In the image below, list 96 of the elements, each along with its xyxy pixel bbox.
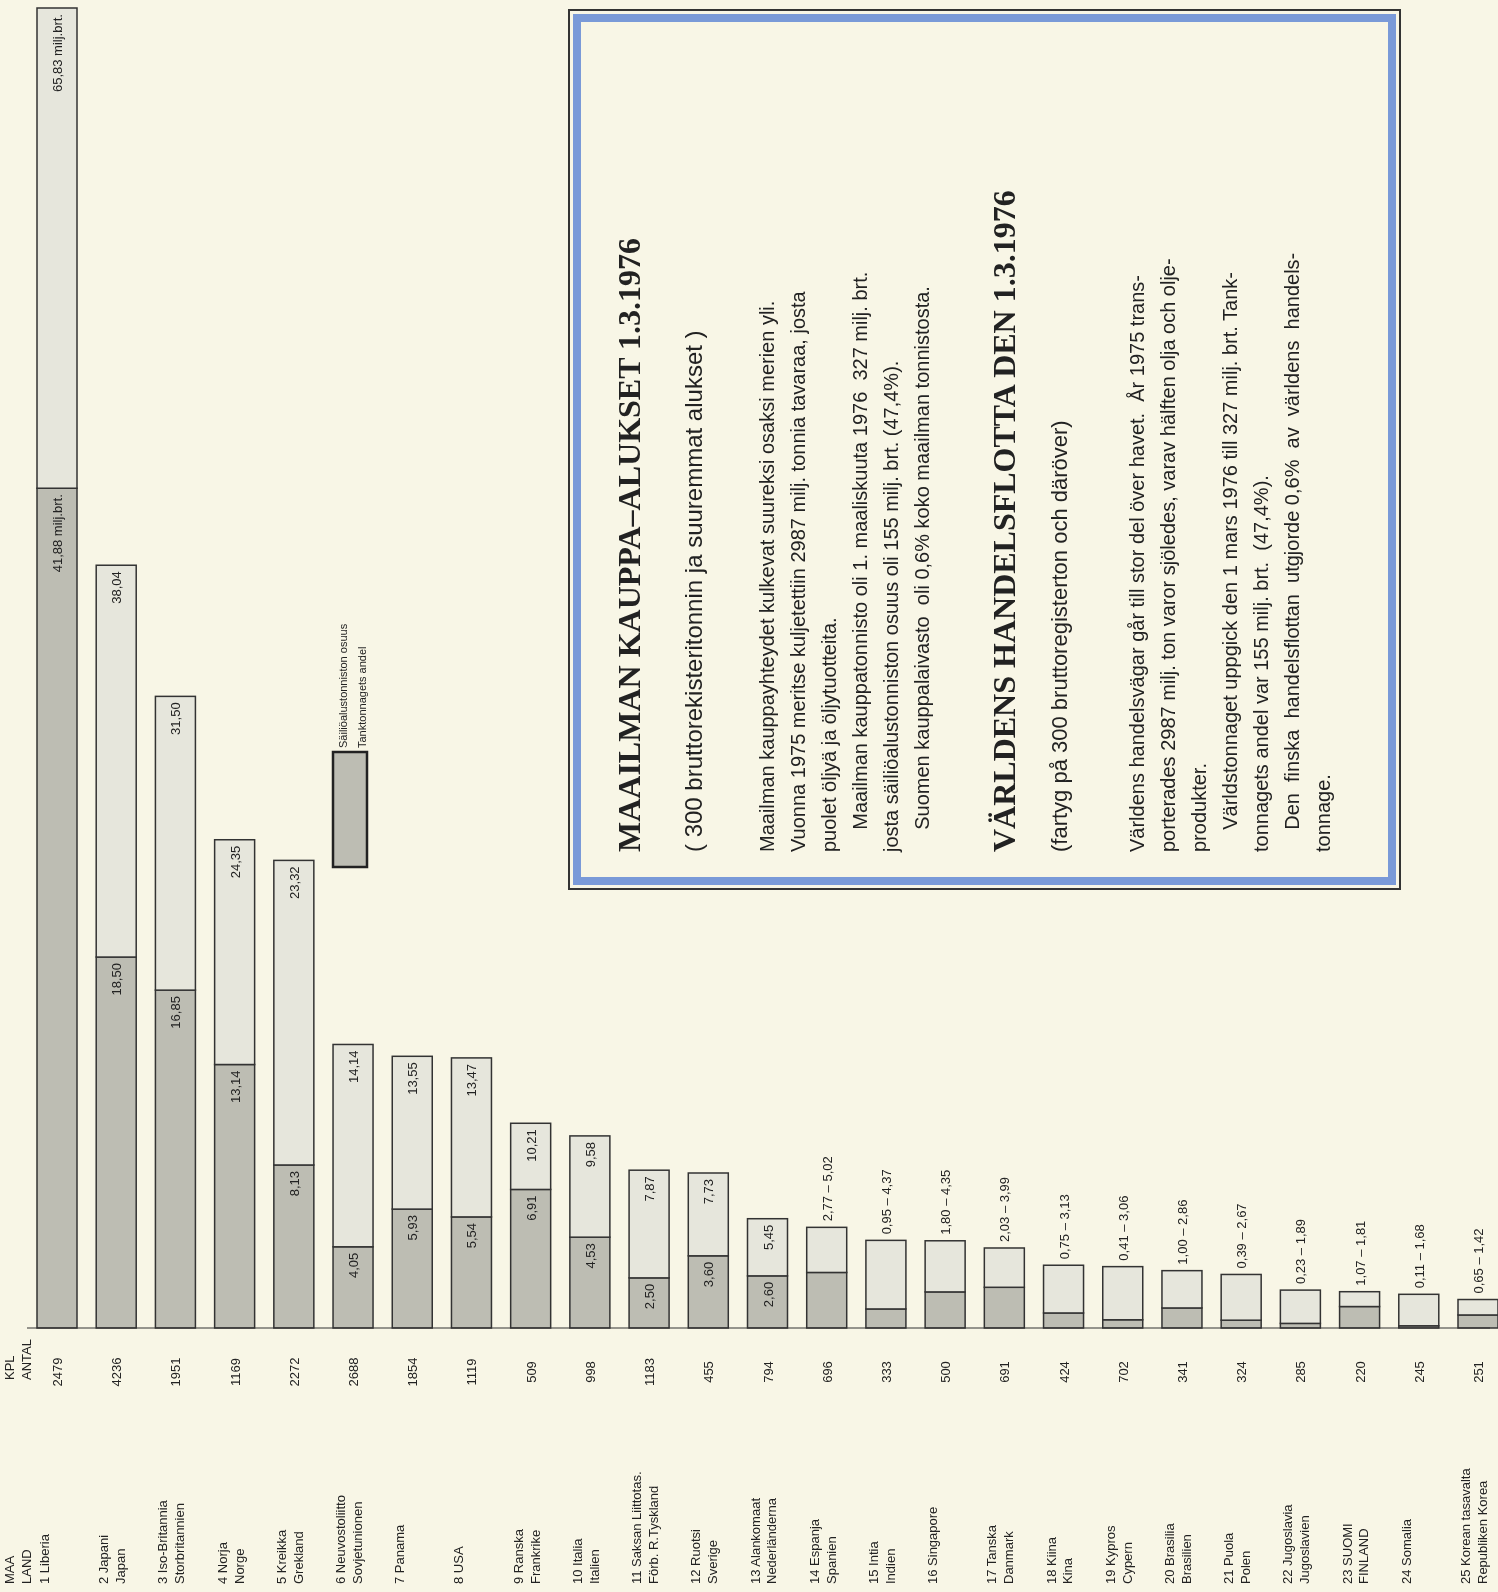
x-tick-label: 1 Liberia xyxy=(37,1533,52,1584)
total-label: 1,00 – 2,86 xyxy=(1174,1199,1190,1265)
text: 1169 xyxy=(227,1358,243,1386)
x-tick-label: 19 Kypros Cypern xyxy=(1102,1524,1135,1584)
x-tick-label: 4 Norja Norge xyxy=(214,1541,247,1584)
text: 702 xyxy=(1115,1361,1131,1383)
total-label: 14,14 xyxy=(346,1050,362,1084)
data-label: 8,13 xyxy=(286,1170,302,1197)
text: 324 xyxy=(1234,1361,1250,1383)
x-tick-label: 3 Iso-Britannia Storbritannien xyxy=(155,1499,188,1584)
text: MAA LAND xyxy=(2,1549,34,1584)
text: 341 xyxy=(1174,1361,1190,1383)
text: 509 xyxy=(523,1361,539,1383)
text: 4236 xyxy=(109,1357,125,1387)
annotation: Världens handelsvägar går till stor del över havet. År 1975 trans- porterades 2987 milj. ton varor sjöledes, varav hälften olja och olje- produkter. Världstonnaget uppgick den 1 mars 1976 till 327 milj. brt. Tank- tonnagets andel var 155 milj. brt. (47,4%). Den finska handelsflottan utgjorde 0,6% av världens handels- tonnage. xyxy=(1126,252,1334,852)
data-label: 2,50 xyxy=(642,1283,658,1310)
x-tick-label: 12 Ruotsi Sverige xyxy=(688,1528,721,1584)
data-label: 18,50 xyxy=(109,963,125,996)
data-label: 5,54 xyxy=(464,1222,480,1249)
text: 2688 xyxy=(346,1357,362,1387)
x-tick-label: 16 Singapore xyxy=(925,1506,941,1584)
text: 691 xyxy=(997,1361,1013,1383)
text: 333 xyxy=(878,1361,894,1383)
x-tick-label: 10 Italia Italien xyxy=(569,1537,602,1584)
total-label: 1,80 – 4,35 xyxy=(938,1169,954,1235)
x-tick-label: 13 Alankomaat Nederländerna xyxy=(747,1497,780,1584)
x-tick-label: 5 Kreikka Grekland xyxy=(273,1529,306,1584)
text: 794 xyxy=(760,1361,776,1383)
text: 220 xyxy=(1352,1361,1368,1383)
total-label: 0,11 – 1,68 xyxy=(1411,1224,1427,1289)
x-tick-label: 22 Jugoslavia Jugoslavien xyxy=(1280,1503,1313,1584)
text: ( 300 bruttorekisteritonnin ja suuremmat alukset ) xyxy=(680,330,707,852)
data-label: 16,85 xyxy=(168,996,184,1029)
data-label: 2,60 xyxy=(760,1281,776,1308)
x-tick-label: 15 Intia Indien xyxy=(865,1540,898,1584)
text: 2272 xyxy=(286,1357,302,1387)
total-label: 31,50 xyxy=(168,702,184,735)
data-label: 41,88 milj.brt. xyxy=(50,494,65,573)
x-tick-label: 9 Ranska Frankrike xyxy=(510,1528,543,1584)
x-tick-label: 25 Korean tasavalta Republiken Korea xyxy=(1458,1467,1490,1584)
total-label: 13,47 xyxy=(464,1063,480,1097)
total-label: 0,39 – 2,67 xyxy=(1234,1203,1250,1269)
text: 998 xyxy=(582,1361,598,1383)
x-tick-label: 6 Neuvostoliitto Sovjetunionen xyxy=(333,1495,365,1584)
total-label: 38,04 xyxy=(109,571,125,604)
data-label: 13,14 xyxy=(227,1070,243,1104)
text: 245 xyxy=(1411,1361,1427,1383)
total-label: 0,65 – 1,42 xyxy=(1471,1228,1486,1294)
total-label: 2,77 – 5,02 xyxy=(819,1156,835,1222)
text: 1183 xyxy=(642,1358,658,1386)
annotation: (fartyg på 300 bruttoregisterton och däröver) xyxy=(1047,420,1072,852)
total-label: 1,07 – 1,81 xyxy=(1352,1220,1368,1286)
total-label: 7,87 xyxy=(642,1176,658,1202)
text: 696 xyxy=(819,1361,835,1383)
text: 424 xyxy=(1056,1361,1072,1383)
x-tick-label: 2 Japani Japan xyxy=(96,1534,129,1584)
text: KPL ANTAL xyxy=(2,1339,34,1380)
total-label: 24,35 xyxy=(227,845,243,879)
x-tick-label: 7 Panama xyxy=(392,1523,408,1584)
annotation: VÄRLDENS HANDELSFLOTTA DEN 1.3.1976 xyxy=(986,190,1022,852)
text: MAAILMAN KAUPPA–ALUKSET 1.3.1976 xyxy=(611,238,647,852)
data-label: 3,60 xyxy=(701,1261,717,1288)
text: 251 xyxy=(1471,1361,1486,1383)
x-tick-label: 23 SUOMI FINLAND xyxy=(1339,1523,1372,1584)
x-tick-label: 17 Tanska Danmark xyxy=(984,1524,1017,1584)
x-tick-label: 20 Brasilia Brasilien xyxy=(1161,1522,1194,1584)
x-tick-label: 11 Saksan Liittotas. Förb. R.Tyskland xyxy=(629,1471,661,1584)
total-label: 0,23 – 1,89 xyxy=(1293,1219,1309,1285)
data-label: 6,91 xyxy=(523,1195,539,1221)
total-label: 7,73 xyxy=(701,1179,717,1205)
total-label: 5,45 xyxy=(760,1224,776,1251)
annotation: Maailman kauppayhteydet kulkevat suureksi osaksi merien yli. Vuonna 1975 meritse kuljetettiin 2987 milj. tonnia tavaraa, josta puolet öljyä ja öljytuotteita. Maailman kauppatonnisto oli 1. maaliskuuta 1976 327 milj. brt. josta säiliöalustonniston osuus oli 155 milj. brt. (47,4%). Suomen kauppalaivasto oli 0,6% koko maailman tonnistosta. xyxy=(756,271,933,853)
total-label: 0,41 – 3,06 xyxy=(1115,1195,1131,1261)
text: 1854 xyxy=(405,1357,421,1387)
total-label: 13,55 xyxy=(405,1062,421,1095)
total-label: 65,83 milj.brt. xyxy=(50,14,65,93)
text: 1119 xyxy=(464,1358,480,1386)
x-tick-label: 18 Kiina Kina xyxy=(1043,1536,1076,1584)
text: 455 xyxy=(701,1361,717,1383)
data-label: 4,05 xyxy=(346,1252,362,1279)
text: 285 xyxy=(1293,1361,1309,1383)
total-label: 10,21 xyxy=(523,1129,539,1162)
text: 500 xyxy=(938,1361,954,1383)
x-tick-label: 24 Somalia xyxy=(1398,1518,1414,1584)
x-tick-label: 21 Puola Polen xyxy=(1221,1531,1254,1584)
total-label: 9,58 xyxy=(582,1141,598,1168)
data-label: 5,93 xyxy=(405,1215,421,1241)
text: 1951 xyxy=(168,1357,184,1387)
text: 2479 xyxy=(50,1357,65,1387)
total-label: 23,32 xyxy=(286,866,302,899)
x-tick-label: 14 Espanja Spanien xyxy=(806,1518,839,1584)
x-tick-label: 8 USA xyxy=(451,1546,467,1584)
total-label: 0,95 – 4,37 xyxy=(878,1169,894,1235)
data-label: 4,53 xyxy=(582,1243,598,1269)
total-label: 2,03 – 3,99 xyxy=(997,1176,1013,1242)
total-label: 0,75 – 3,13 xyxy=(1056,1194,1072,1260)
